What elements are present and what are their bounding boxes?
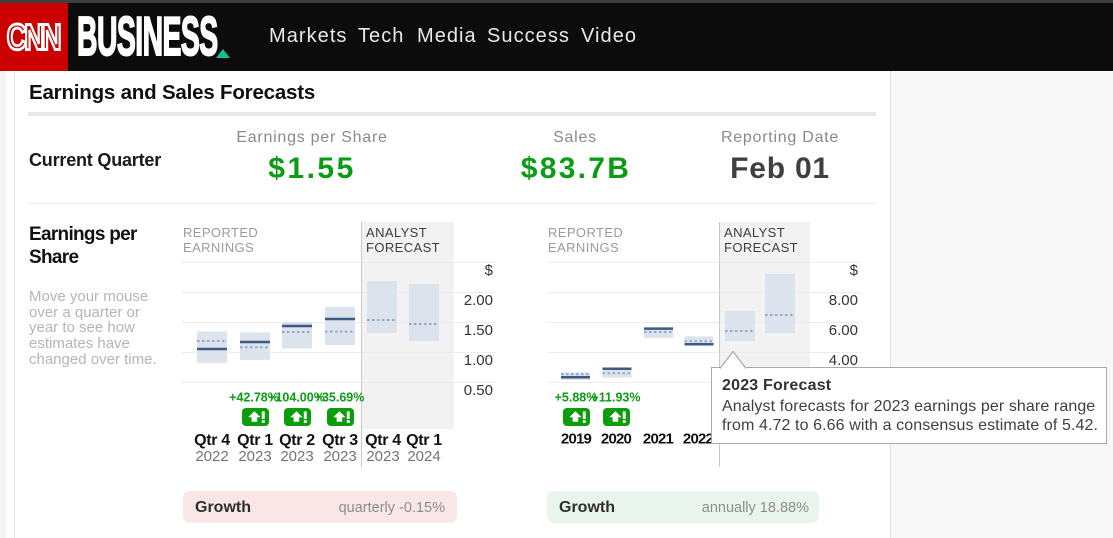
svg-text:CNN: CNN [7,20,60,54]
svg-text:ANALYST: ANALYST [724,225,785,240]
svg-text:2023: 2023 [323,448,356,465]
svg-text:ANALYST: ANALYST [366,225,427,240]
svg-text:2022: 2022 [195,448,228,465]
svg-text:EARNINGS: EARNINGS [548,240,619,255]
svg-text:2.00: 2.00 [464,292,493,309]
svg-text:+11.93%: +11.93% [591,391,640,405]
svg-text:2020: 2020 [601,431,632,448]
svg-text:2022: 2022 [683,431,714,448]
svg-text:Qtr 1: Qtr 1 [406,432,442,449]
svg-text:8.00: 8.00 [829,292,858,309]
svg-text:1.00: 1.00 [464,352,493,369]
svg-text:Qtr 3: Qtr 3 [322,432,358,449]
svg-text:$: $ [850,262,859,279]
svg-text:+35.69%: +35.69% [315,391,365,405]
svg-text:REPORTED: REPORTED [548,225,623,240]
svg-text:$: $ [485,262,494,279]
svg-text:Qtr 2: Qtr 2 [279,432,315,449]
svg-text:FORECAST: FORECAST [366,240,440,255]
svg-text:4.00: 4.00 [829,352,858,369]
svg-text:0.50: 0.50 [464,382,493,399]
svg-text:+5.88%: +5.88% [555,391,598,405]
svg-text:Qtr 4: Qtr 4 [194,432,230,449]
svg-text:Qtr 1: Qtr 1 [237,432,273,449]
svg-text:2023: 2023 [238,448,271,465]
svg-text:EARNINGS: EARNINGS [183,240,254,255]
svg-text:1.50: 1.50 [464,322,493,339]
svg-text:2023: 2023 [366,448,399,465]
svg-text:2024: 2024 [407,448,440,465]
svg-text:+104.00%: +104.00% [268,391,325,405]
svg-text:+42.78%: +42.78% [229,391,279,405]
svg-text:6.00: 6.00 [829,322,858,339]
svg-text:FORECAST: FORECAST [724,240,798,255]
svg-text:Qtr 4: Qtr 4 [365,432,401,449]
svg-text:2023: 2023 [280,448,313,465]
svg-text:REPORTED: REPORTED [183,225,258,240]
svg-text:2021: 2021 [643,431,674,448]
svg-text:2019: 2019 [561,431,592,448]
